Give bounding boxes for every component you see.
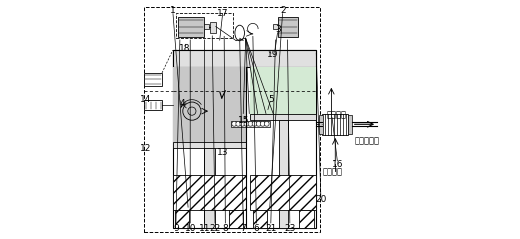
Circle shape [248, 121, 253, 126]
Bar [144, 7, 320, 232]
Circle shape [256, 121, 261, 126]
Text: 17: 17 [217, 9, 229, 18]
Text: 19: 19 [267, 50, 279, 60]
Bar [175, 210, 189, 228]
Text: 冷却水进: 冷却水进 [327, 110, 347, 119]
Circle shape [264, 121, 269, 126]
Circle shape [236, 121, 241, 126]
Bar [322, 114, 348, 135]
Bar [319, 115, 322, 134]
Text: 冷却水出: 冷却水出 [322, 168, 343, 177]
Text: 5: 5 [268, 95, 274, 104]
Bar [251, 175, 316, 210]
Bar [173, 67, 245, 148]
Text: 18: 18 [179, 44, 190, 54]
Bar [176, 13, 233, 38]
Circle shape [260, 121, 265, 126]
Text: 23: 23 [284, 224, 295, 234]
Bar [173, 50, 316, 228]
Bar [173, 175, 245, 210]
Bar [173, 142, 245, 148]
Bar [177, 17, 204, 37]
Bar [144, 100, 162, 110]
Text: 9: 9 [173, 224, 179, 234]
Text: 8: 8 [223, 224, 228, 234]
Bar [204, 148, 215, 228]
Text: 1: 1 [170, 6, 176, 15]
Text: 6: 6 [254, 224, 259, 234]
Bar [348, 115, 352, 134]
Text: 22: 22 [210, 224, 220, 234]
Circle shape [240, 121, 245, 126]
Text: 4: 4 [179, 99, 185, 109]
Bar [253, 210, 267, 228]
Circle shape [244, 121, 249, 126]
Bar [251, 114, 316, 120]
Bar [204, 24, 209, 29]
Bar [229, 210, 243, 228]
Text: 11: 11 [199, 224, 210, 234]
Text: 7: 7 [240, 224, 246, 234]
Text: 至除尘设备: 至除尘设备 [355, 136, 380, 146]
Bar [231, 121, 269, 127]
Bar [273, 24, 278, 29]
Bar [279, 120, 288, 228]
Bar [144, 73, 162, 86]
Bar [210, 22, 216, 33]
Text: 21: 21 [265, 224, 277, 234]
Text: 10: 10 [185, 224, 196, 234]
Circle shape [252, 121, 257, 126]
Text: 16: 16 [332, 160, 343, 169]
Text: 15: 15 [238, 116, 249, 125]
Bar [278, 17, 298, 37]
Bar [300, 210, 314, 228]
Bar [251, 67, 316, 120]
Text: 12: 12 [140, 144, 151, 153]
Circle shape [232, 121, 237, 126]
Text: 20: 20 [315, 195, 327, 204]
Ellipse shape [235, 25, 244, 41]
Text: 14: 14 [140, 95, 151, 104]
Text: 3: 3 [275, 25, 281, 34]
Text: 2: 2 [280, 6, 285, 15]
Text: 13: 13 [217, 148, 229, 158]
Bar [173, 50, 316, 67]
